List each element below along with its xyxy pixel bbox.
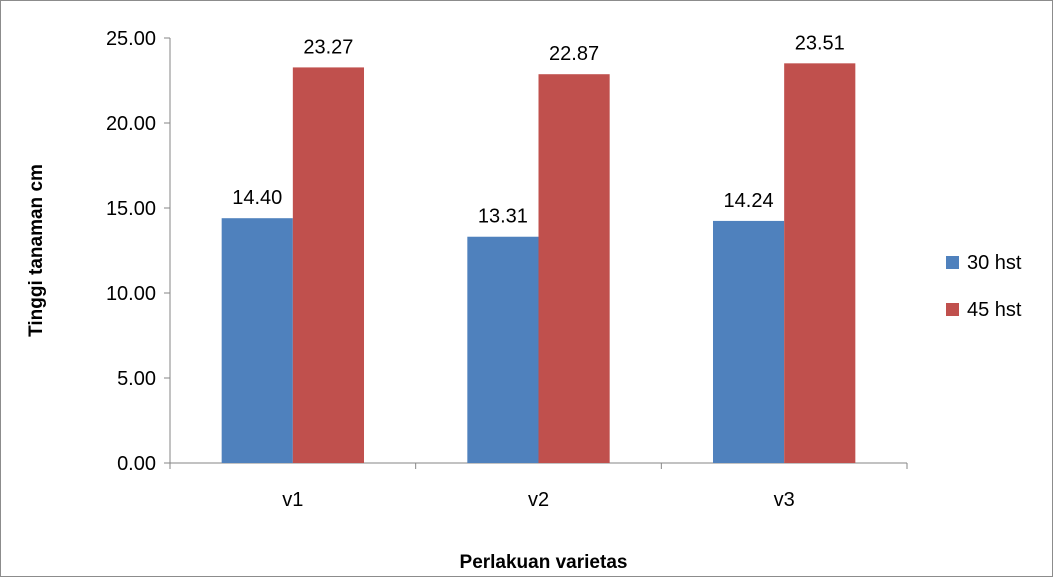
data-label: 13.31 <box>478 206 528 228</box>
legend-swatch <box>946 303 959 316</box>
legend-swatch <box>946 256 959 269</box>
x-tick-label: v3 <box>774 489 795 511</box>
y-axis-title: Tinggi tanaman cm <box>26 164 47 337</box>
bar <box>712 220 785 463</box>
x-tick-label: v2 <box>528 489 549 511</box>
x-axis-title: Perlakuan varietas <box>460 552 628 573</box>
y-tick-label: 20.00 <box>106 113 156 135</box>
bar <box>784 63 856 464</box>
data-label: 23.27 <box>303 36 353 58</box>
data-labels: 14.40 13.31 14.24 23.27 22.87 23.51 <box>232 32 845 227</box>
y-tick-label: 0.00 <box>117 453 156 475</box>
data-label: 23.51 <box>795 32 845 54</box>
y-tick-label: 10.00 <box>106 283 156 305</box>
bar <box>467 236 539 463</box>
x-axis: v1 v2 v3 <box>169 462 908 511</box>
bars <box>221 63 856 464</box>
legend: 30 hst 45 hst <box>946 252 1022 321</box>
bar <box>538 74 610 464</box>
data-label: 14.40 <box>232 187 282 209</box>
bar <box>221 218 293 463</box>
x-tick-label: v1 <box>282 489 303 511</box>
bar <box>292 67 365 463</box>
y-axis: 0.00 5.00 10.00 15.00 20.00 25.00 <box>106 28 171 475</box>
y-tick-label: 15.00 <box>106 198 156 220</box>
y-tick-label: 25.00 <box>106 28 156 50</box>
data-label: 14.24 <box>724 190 774 212</box>
data-label: 22.87 <box>549 43 599 65</box>
legend-label: 30 hst <box>967 252 1022 274</box>
y-tick-label: 5.00 <box>117 368 156 390</box>
legend-label: 45 hst <box>967 299 1022 321</box>
